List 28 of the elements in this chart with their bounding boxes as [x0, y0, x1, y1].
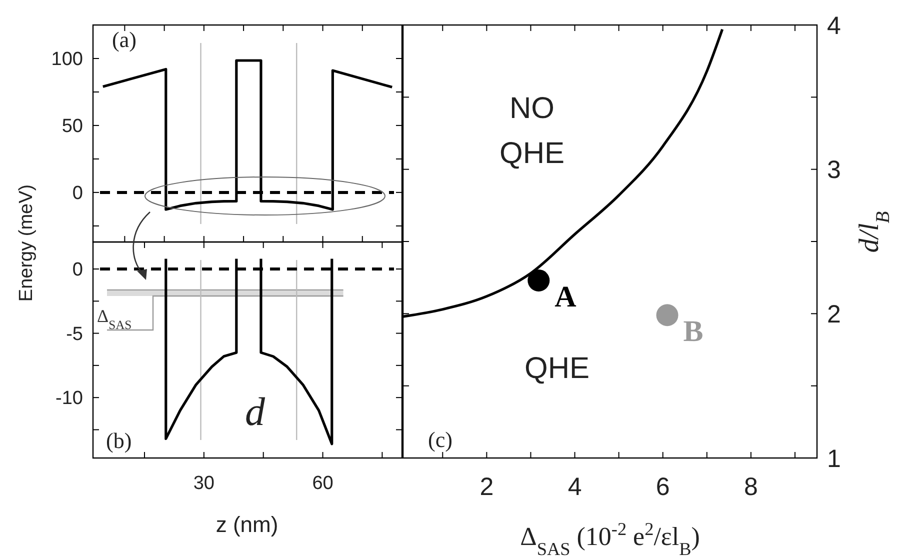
- y-tick-label: 0: [72, 260, 83, 281]
- x-tick-label: 2: [480, 473, 494, 501]
- y-tick-label: -10: [56, 388, 83, 410]
- annotation: (a): [112, 27, 136, 52]
- annotation: QHE: [524, 352, 590, 385]
- annotation: A: [554, 280, 577, 314]
- y-tick-label: 50: [62, 116, 83, 138]
- x-tick-label: 60: [312, 473, 334, 494]
- y-tick-label: 0: [72, 183, 83, 204]
- y-tick-label: 2: [827, 300, 841, 328]
- annotation: (c): [428, 427, 452, 452]
- text: Δ$_{SAS}$ (10$^{-2}$ e$^{2}$/εl$_{B}$): [520, 519, 700, 558]
- annotation: B: [683, 315, 704, 348]
- x-tick-label: 4: [568, 473, 582, 501]
- band-label: Δ$_{SAS}$: [97, 306, 132, 332]
- y-tick-label: 3: [827, 156, 841, 184]
- annotation: NO QHE: [499, 92, 565, 170]
- x-axis-title: z (nm): [216, 512, 278, 537]
- y-tick-label: 1: [827, 444, 841, 473]
- y-tick-label: 4: [827, 12, 841, 40]
- annotation: d: [245, 389, 266, 434]
- x-tick-label: 30: [193, 473, 214, 494]
- annotation: (b): [106, 428, 132, 453]
- y-tick-label: -5: [66, 324, 83, 345]
- x-tick-label: 8: [744, 473, 758, 501]
- y-axis-title: Energy (meV): [16, 184, 37, 302]
- y-tick-label: 100: [51, 49, 83, 70]
- x-tick-label: 6: [656, 473, 670, 501]
